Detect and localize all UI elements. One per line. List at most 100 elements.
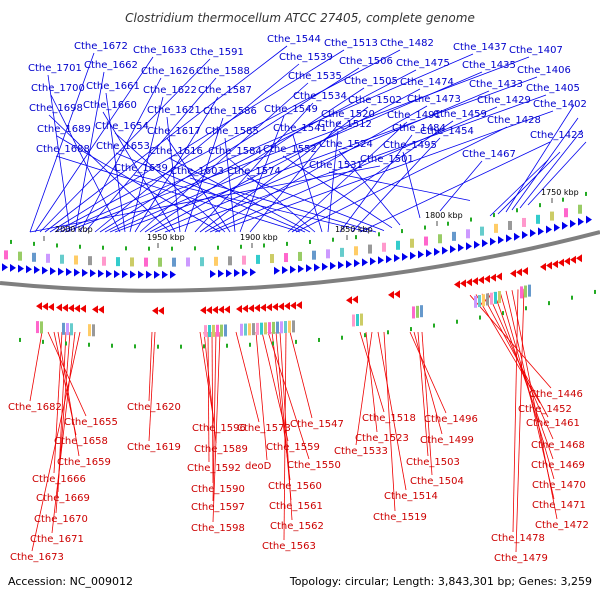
forward-gene-arrow [114, 270, 120, 278]
feature-block [268, 322, 271, 334]
forward-gene-label: Cthe_1616 [149, 146, 203, 157]
feature-marker [447, 222, 449, 226]
reverse-gene-arrow [522, 267, 528, 275]
feature-marker [263, 243, 265, 247]
forward-gene-label: Cthe_1633 [133, 45, 187, 56]
reverse-gene-label: Cthe_1682 [8, 402, 62, 413]
feature-marker [318, 338, 320, 342]
feature-block [396, 241, 400, 250]
reverse-gene-arrow [346, 296, 352, 304]
forward-gene-label: Cthe_1584 [208, 146, 262, 157]
feature-block [212, 325, 215, 337]
reverse-gene-arrow [218, 306, 224, 314]
leader-line [440, 161, 482, 211]
forward-gene-label: Cthe_1585 [205, 126, 259, 137]
forward-gene-label: Cthe_1698 [29, 103, 83, 114]
forward-gene-arrow [338, 261, 344, 269]
forward-gene-arrow [506, 234, 512, 242]
feature-marker [378, 232, 380, 236]
feature-block [116, 257, 120, 266]
accession-text: Accession: NC_009012 [8, 575, 133, 588]
feature-block [4, 250, 8, 259]
reverse-gene-label: Cthe_1503 [406, 457, 460, 468]
forward-gene-arrow [458, 244, 464, 252]
forward-gene-arrow [330, 262, 336, 270]
feature-block [264, 322, 267, 334]
feature-marker [180, 345, 182, 349]
forward-gene-arrow [306, 264, 312, 272]
forward-gene-arrow [570, 220, 576, 228]
feature-block [536, 215, 540, 224]
forward-gene-arrow [154, 271, 160, 279]
reverse-gene-label: Cthe_1468 [531, 440, 585, 451]
feature-marker [19, 338, 21, 342]
reverse-gene-label: Cthe_1671 [30, 534, 84, 545]
reverse-gene-label: Cthe_1471 [532, 500, 586, 511]
feature-block [452, 232, 456, 241]
leader-line [51, 95, 120, 232]
forward-gene-arrow [210, 270, 216, 278]
reverse-gene-arrow [48, 303, 54, 311]
reverse-gene-label: deoD [245, 461, 272, 472]
reverse-gene-arrow [296, 301, 302, 309]
forward-gene-arrow [314, 264, 320, 272]
forward-gene-arrow [50, 267, 56, 275]
feature-marker [134, 344, 136, 348]
forward-gene-label: Cthe_1574 [227, 166, 281, 177]
feature-block [242, 256, 246, 265]
feature-block [494, 224, 498, 233]
forward-gene-arrow [42, 267, 48, 275]
leader-line [498, 152, 560, 214]
forward-gene-label: Cthe_1688 [36, 144, 90, 155]
feature-block [482, 294, 485, 306]
leader-line [476, 294, 540, 403]
feature-marker [111, 344, 113, 348]
feature-marker [125, 246, 127, 250]
forward-gene-arrow [58, 268, 64, 276]
reverse-gene-label: Cthe_1470 [532, 480, 586, 491]
forward-gene-arrow [242, 269, 248, 277]
feature-block [490, 293, 493, 305]
leader-line [329, 172, 470, 201]
forward-gene-arrow [98, 270, 104, 278]
feature-block [256, 255, 260, 264]
reverse-gene-label: Cthe_1658 [54, 436, 108, 447]
feature-marker [548, 301, 550, 305]
forward-gene-arrow [450, 245, 456, 253]
forward-gene-label: Cthe_1423 [530, 130, 584, 141]
feature-block [200, 257, 204, 266]
feature-marker [424, 226, 426, 230]
leader-line [256, 332, 267, 460]
feature-block [74, 255, 78, 264]
feature-block [204, 325, 207, 337]
feature-marker [594, 290, 596, 294]
reverse-gene-label: Cthe_1561 [269, 501, 323, 512]
forward-gene-arrow [434, 248, 440, 256]
feature-block [292, 320, 295, 332]
leader-line [290, 332, 312, 418]
reverse-gene-label: Cthe_1619 [127, 442, 181, 453]
genome-summary-text: Topology: circular; Length: 3,843,301 bp… [289, 575, 592, 588]
forward-gene-label: Cthe_1467 [462, 149, 516, 160]
forward-gene-arrow [482, 239, 488, 247]
feature-marker [226, 344, 228, 348]
forward-gene-label: Cthe_1622 [143, 85, 197, 96]
feature-block [144, 258, 148, 267]
feature-marker [502, 311, 504, 315]
feature-block [216, 325, 219, 337]
feature-block [272, 322, 275, 334]
forward-gene-arrow [386, 255, 392, 263]
feature-block [208, 325, 211, 337]
feature-marker [525, 306, 527, 310]
forward-gene-arrow [530, 229, 536, 237]
feature-block [524, 286, 527, 298]
feature-marker [194, 246, 196, 250]
forward-gene-arrow [290, 266, 296, 274]
forward-gene-arrow [218, 270, 224, 278]
reverse-gene-label: Cthe_1597 [191, 502, 245, 513]
reverse-gene-arrow [496, 272, 502, 280]
feature-block [60, 255, 64, 264]
feature-block [270, 254, 274, 263]
reverse-gene-label: Cthe_1452 [518, 404, 572, 415]
feature-block [312, 251, 316, 260]
